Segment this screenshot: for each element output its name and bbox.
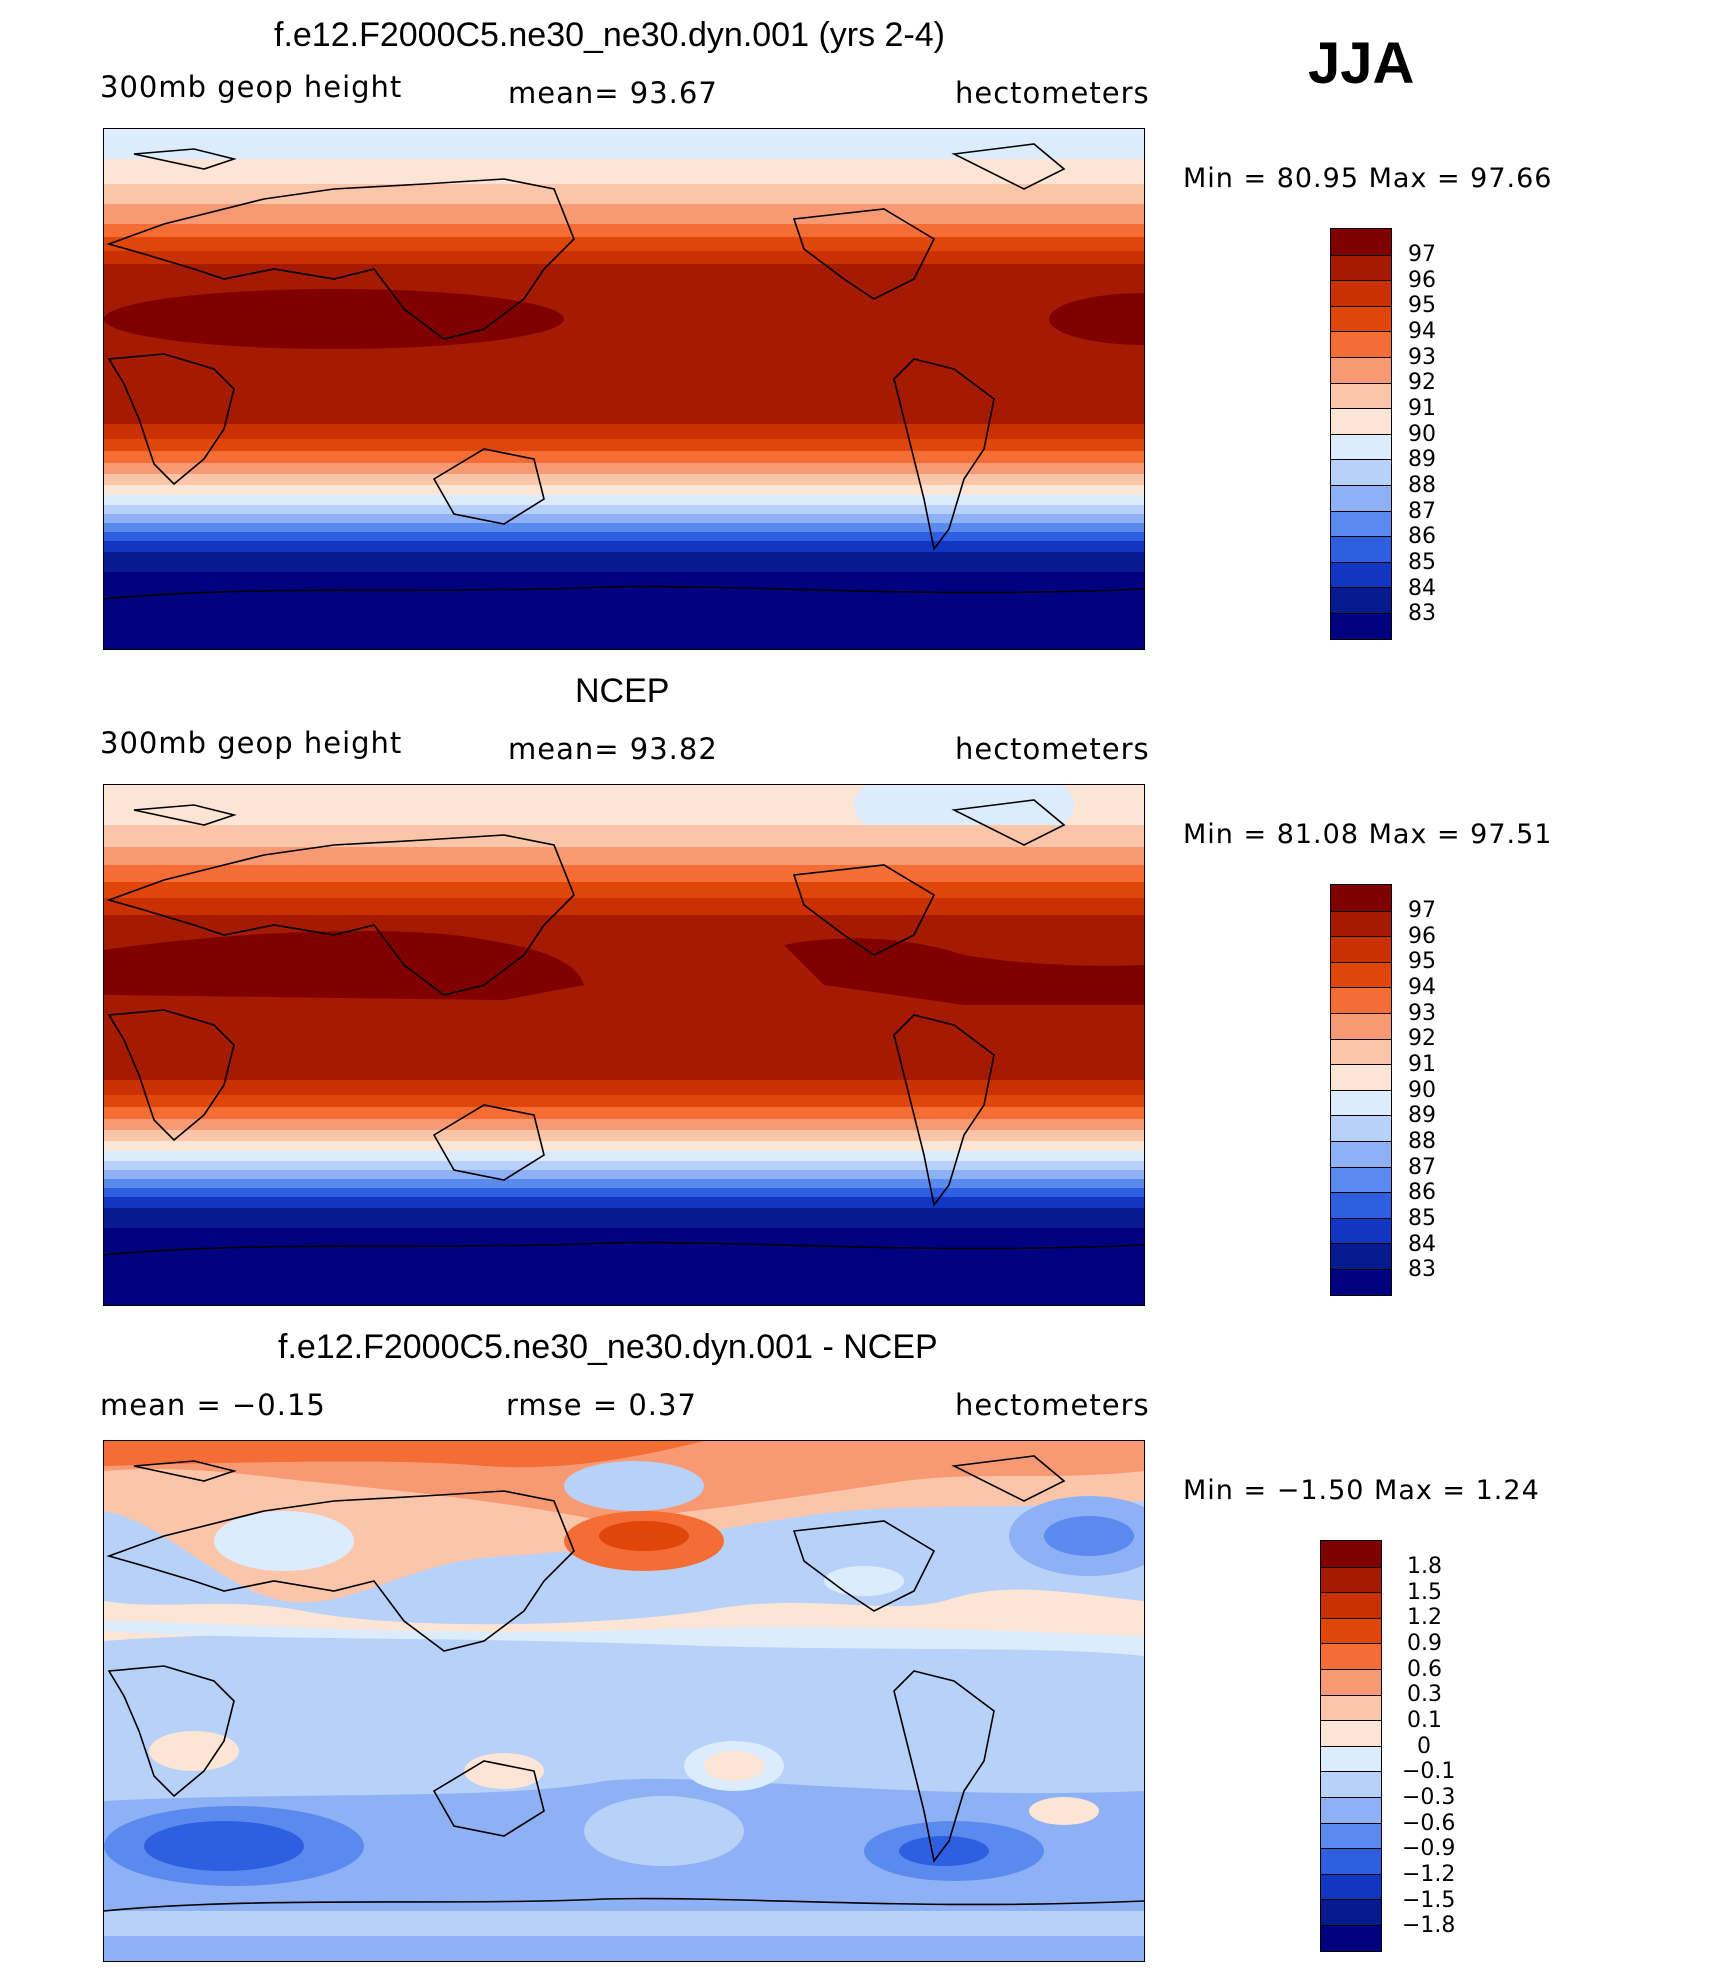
panel2-title: NCEP — [575, 672, 670, 710]
panel2-colorbar-label: 93 — [1408, 1001, 1436, 1026]
panel2-minmax: Min = 81.08 Max = 97.51 — [1183, 819, 1553, 850]
panel3-rmse-label: rmse = 0.37 — [506, 1388, 697, 1422]
panel2-colorbar-label: 96 — [1408, 924, 1436, 949]
panel1-minmax: Min = 80.95 Max = 97.66 — [1183, 163, 1553, 194]
panel3-colorbar-label: −1.8 — [1402, 1913, 1456, 1938]
panel2-units-label: hectometers — [955, 732, 1150, 766]
panel3-colorbar-label: −0.1 — [1402, 1759, 1456, 1784]
panel1-variable-label: 300mb geop height — [100, 70, 403, 104]
panel1-units-label: hectometers — [955, 76, 1150, 110]
panel1-map — [103, 128, 1145, 650]
panel3-minmax: Min = −1.50 Max = 1.24 — [1183, 1475, 1540, 1506]
panel3-colorbar-label: −0.6 — [1402, 1811, 1456, 1836]
panel3-colorbar-label: 1.5 — [1407, 1580, 1442, 1605]
panel2-colorbar-label: 86 — [1408, 1180, 1436, 1205]
panel2-colorbar-label: 95 — [1408, 949, 1436, 974]
panel3-colorbar-label: 0.9 — [1407, 1631, 1442, 1656]
panel1-colorbar-label: 89 — [1408, 447, 1436, 472]
panel2-colorbar-label: 91 — [1408, 1052, 1436, 1077]
panel1-contour-field — [104, 129, 1144, 649]
panel3-colorbar-label: 0.3 — [1407, 1682, 1442, 1707]
panel3-units-label: hectometers — [955, 1388, 1150, 1422]
panel2-mean-label: mean= 93.82 — [508, 732, 718, 766]
panel1-colorbar-label: 93 — [1408, 345, 1436, 370]
panel3-map — [103, 1440, 1145, 1962]
panel2-colorbar-label: 90 — [1408, 1078, 1436, 1103]
season-label: JJA — [1308, 31, 1415, 96]
panel1-title: f.e12.F2000C5.ne30_ne30.dyn.001 (yrs 2-4… — [274, 16, 946, 54]
panel3-colorbar-boxes — [1320, 1540, 1382, 1952]
panel3-colorbar-label: −0.3 — [1402, 1785, 1456, 1810]
panel3-colorbar-label: −0.9 — [1402, 1836, 1456, 1861]
panel1-colorbar-label: 90 — [1408, 422, 1436, 447]
panel1-mean-label: mean= 93.67 — [508, 76, 718, 110]
panel3-mean-label: mean = −0.15 — [100, 1388, 326, 1422]
panel2-colorbar-boxes — [1330, 884, 1392, 1296]
panel1-colorbar-label: 84 — [1408, 576, 1436, 601]
panel1-colorbar-label: 97 — [1408, 242, 1436, 267]
panel3-colorbar-label: 0.6 — [1407, 1657, 1442, 1682]
panel2-colorbar-label: 89 — [1408, 1103, 1436, 1128]
panel2-colorbar-label: 83 — [1408, 1257, 1436, 1282]
panel2-colorbar-label: 87 — [1408, 1155, 1436, 1180]
panel3-colorbar-label: −1.5 — [1402, 1888, 1456, 1913]
panel1-colorbar-label: 88 — [1408, 473, 1436, 498]
panel1-colorbar-label: 96 — [1408, 268, 1436, 293]
panel2-variable-label: 300mb geop height — [100, 726, 403, 760]
panel1-colorbar-label: 86 — [1408, 524, 1436, 549]
panel1-colorbar-label: 91 — [1408, 396, 1436, 421]
panel2-colorbar-label: 94 — [1408, 975, 1436, 1000]
panel2-colorbar-label: 84 — [1408, 1232, 1436, 1257]
panel1-colorbar-boxes — [1330, 228, 1392, 640]
panel2-contour-field — [104, 785, 1144, 1305]
panel3-colorbar-label: 0 — [1417, 1734, 1431, 1759]
panel3-contour-field — [104, 1441, 1144, 1961]
panel2-colorbar-label: 97 — [1408, 898, 1436, 923]
panel3-colorbar-label: 0.1 — [1407, 1708, 1442, 1733]
panel2-colorbar-label: 85 — [1408, 1206, 1436, 1231]
panel1-colorbar-label: 85 — [1408, 550, 1436, 575]
panel1-colorbar-label: 95 — [1408, 293, 1436, 318]
panel1-colorbar-label: 87 — [1408, 499, 1436, 524]
panel2-colorbar-label: 92 — [1408, 1026, 1436, 1051]
panel1-colorbar-label: 92 — [1408, 370, 1436, 395]
panel3-colorbar-label: 1.2 — [1407, 1605, 1442, 1630]
panel1-colorbar-label: 83 — [1408, 601, 1436, 626]
panel3-colorbar-label: −1.2 — [1402, 1862, 1456, 1887]
panel2-colorbar-label: 88 — [1408, 1129, 1436, 1154]
panel1-colorbar-label: 94 — [1408, 319, 1436, 344]
panel3-colorbar-label: 1.8 — [1407, 1554, 1442, 1579]
panel2-map — [103, 784, 1145, 1306]
panel3-title: f.e12.F2000C5.ne30_ne30.dyn.001 - NCEP — [278, 1328, 938, 1366]
